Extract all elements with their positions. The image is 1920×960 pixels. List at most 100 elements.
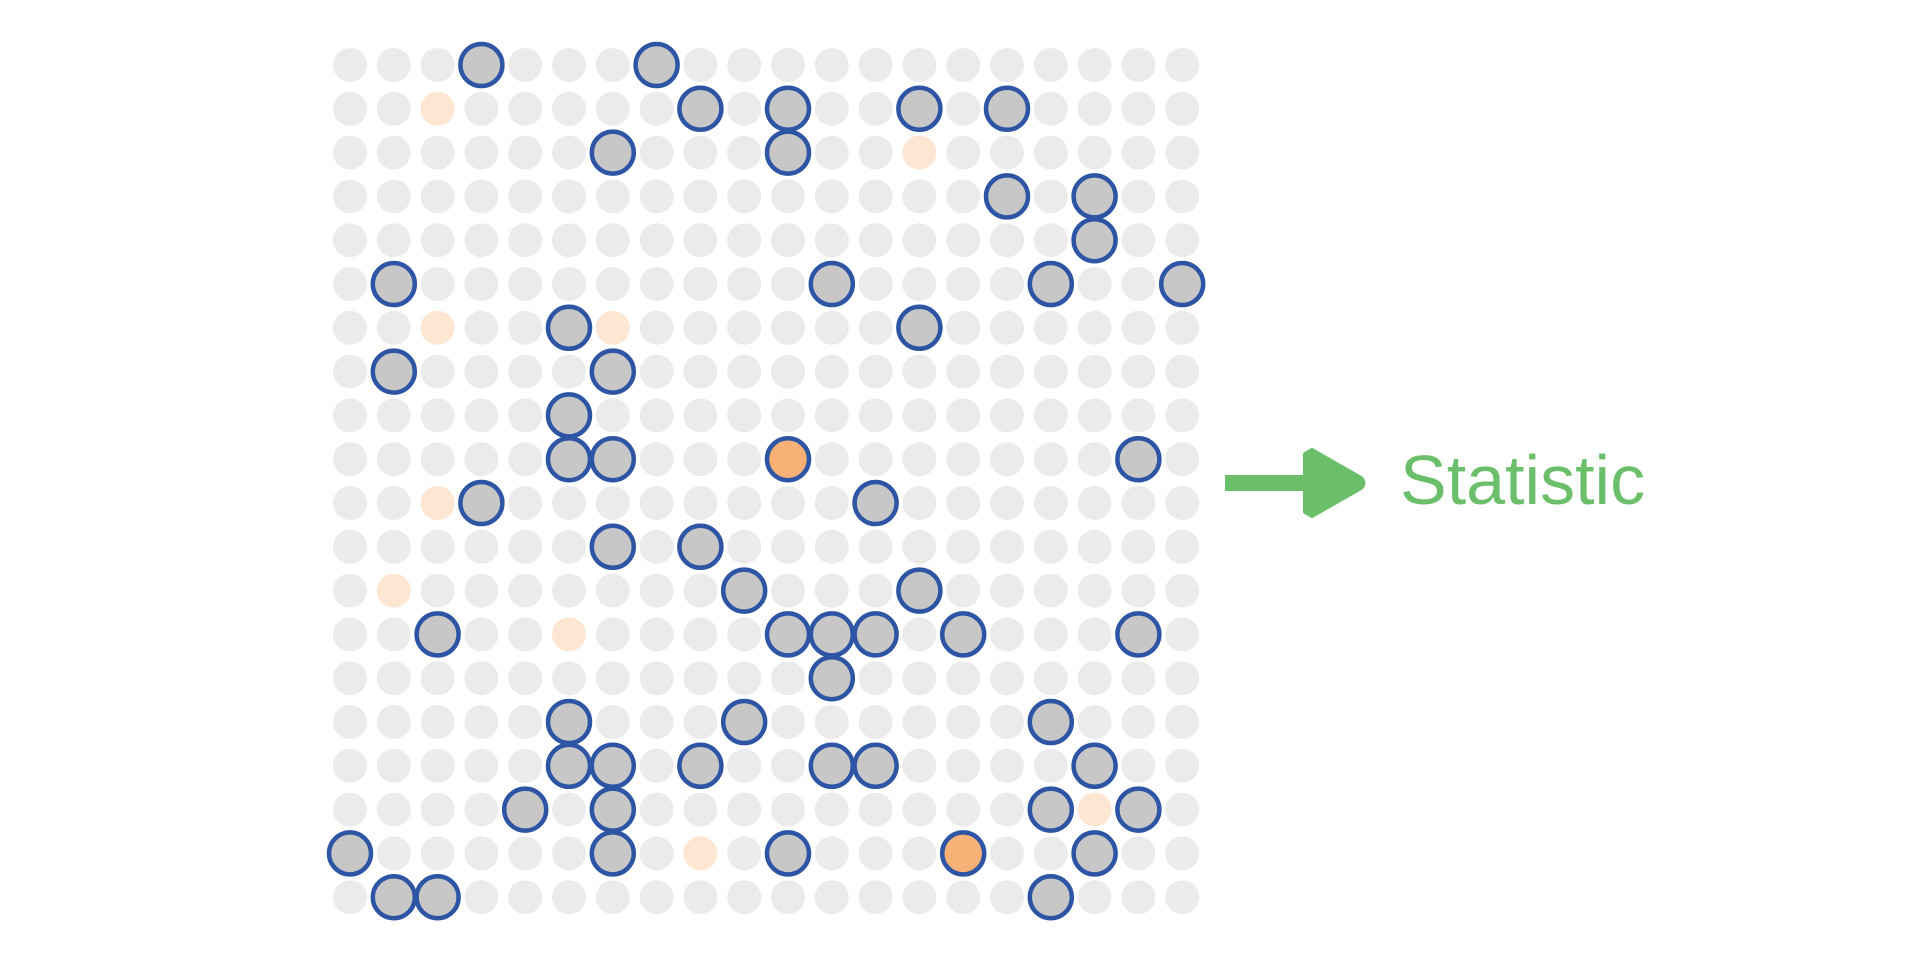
empty-dot [902,398,937,433]
empty-dot [771,705,805,739]
selected-dot [808,742,856,790]
empty-dot [1121,267,1156,301]
empty-dot [508,836,543,871]
empty-dot [508,573,543,608]
empty-dot [1121,91,1156,126]
empty-dot [1121,135,1156,170]
selected-dot [1158,260,1206,308]
empty-dot [464,573,499,608]
empty-dot [508,310,543,345]
empty-dot [990,398,1024,433]
faint-orange-dot [552,617,586,652]
empty-dot [420,179,455,214]
empty-dot [814,792,849,827]
empty-dot [902,442,937,477]
empty-dot [1077,91,1112,126]
empty-dot [333,880,367,915]
empty-dot [508,354,543,389]
empty-dot [1165,617,1200,652]
empty-dot [376,135,411,170]
empty-dot [552,91,586,126]
empty-dot [727,880,762,915]
selected-dot [589,786,637,833]
empty-dot [464,135,499,170]
empty-dot [727,617,762,652]
empty-dot [771,267,805,301]
empty-dot [420,573,455,608]
selected-dot [852,611,899,658]
empty-dot [683,661,718,696]
empty-dot [464,880,499,915]
empty-dot [639,267,674,301]
empty-dot [639,135,674,170]
selected-dot [458,479,505,527]
empty-dot [990,529,1024,564]
empty-dot [946,705,981,739]
faint-orange-dot [420,310,455,345]
selected-dot [1071,216,1118,264]
empty-dot [508,486,543,520]
empty-dot [858,310,893,345]
empty-dot [639,398,674,433]
selected-dot [983,173,1031,220]
empty-dot [420,354,455,389]
empty-dot [1165,91,1200,126]
faint-orange-dot [1077,792,1112,827]
selected-dot [896,85,943,133]
empty-dot [420,135,455,170]
empty-dot [990,661,1024,696]
empty-dot [858,354,893,389]
empty-dot [420,442,455,477]
empty-dot [376,792,411,827]
empty-dot [814,135,849,170]
empty-dot [552,354,586,389]
empty-dot [376,661,411,696]
empty-dot [595,617,630,652]
empty-dot [727,836,762,871]
empty-dot [1033,223,1068,258]
empty-dot [1121,705,1156,739]
empty-dot [858,91,893,126]
selected-dot [545,698,593,746]
empty-dot [639,836,674,871]
empty-dot [858,529,893,564]
empty-dot [595,486,630,520]
empty-dot [639,223,674,258]
empty-dot [858,836,893,871]
empty-dot [595,705,630,739]
empty-dot [683,398,718,433]
empty-dot [1165,398,1200,433]
empty-dot [990,748,1024,783]
empty-dot [464,91,499,126]
selected-dot [983,85,1031,133]
empty-dot [376,836,411,871]
faint-orange-dot [376,573,411,608]
selected-dot [326,830,374,877]
selected-dot [764,611,812,658]
empty-dot [595,398,630,433]
empty-dot [1077,48,1112,82]
empty-dot [1165,223,1200,258]
empty-dot [683,48,718,82]
empty-dot [858,442,893,477]
empty-dot [333,748,367,783]
empty-dot [727,48,762,82]
empty-dot [1121,179,1156,214]
empty-dot [1121,748,1156,783]
empty-dot [1033,486,1068,520]
empty-dot [902,486,937,520]
empty-dot [333,617,367,652]
empty-dot [1165,135,1200,170]
empty-dot [1077,267,1112,301]
empty-dot [508,267,543,301]
empty-dot [1121,354,1156,389]
empty-dot [333,529,367,564]
empty-dot [946,748,981,783]
empty-dot [1165,836,1200,871]
empty-dot [464,836,499,871]
empty-dot [1033,310,1068,345]
empty-dot [595,661,630,696]
empty-dot [376,48,411,82]
empty-dot [639,486,674,520]
empty-dot [376,223,411,258]
